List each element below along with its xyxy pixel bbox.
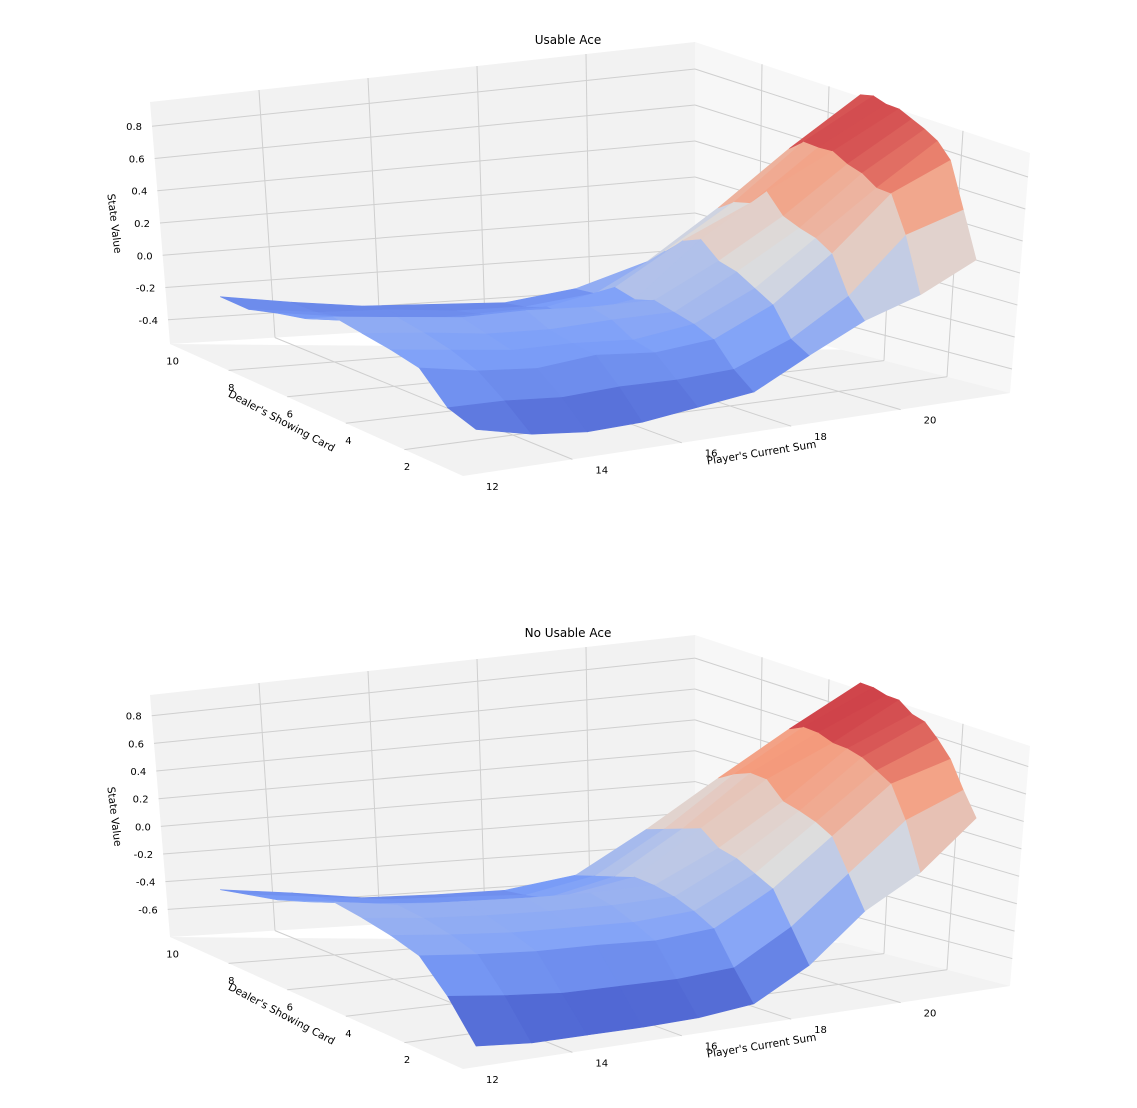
tick-labels: 12 14 16 18 20 2 4 6 8 10 -0.4 -0.2 0.0 0.2 0.4 0.6 0.8 — [126, 122, 936, 493]
z-tick-label: -0.4 — [136, 878, 156, 889]
grid-line — [476, 658, 486, 918]
grid-line — [165, 248, 696, 289]
grid-line — [157, 140, 696, 192]
x-tick-label: 16 — [705, 1042, 718, 1053]
x-tick-label: 18 — [814, 432, 827, 443]
grid-line — [151, 68, 696, 127]
y-tick-label: 4 — [345, 436, 351, 447]
grid-line — [165, 842, 696, 883]
z-tick-label: 0.0 — [137, 251, 153, 262]
x-tick-label: 20 — [924, 415, 937, 426]
grid-line — [946, 723, 964, 970]
grid-line — [163, 811, 696, 855]
y-tick-label: 6 — [287, 409, 293, 420]
x-tick-label: 20 — [924, 1008, 937, 1019]
surface-patch — [905, 789, 977, 873]
plot-title: No Usable Ace — [525, 626, 612, 640]
z-tick-label: 0.8 — [126, 712, 142, 723]
grid-line — [156, 719, 696, 772]
left-pane — [150, 635, 695, 937]
surface-plot-no-usable-ace: No Usable Ace 12 14 16 18 20 2 4 6 8 10 -0.6 -0.4 -0… — [104, 626, 1030, 1086]
z-tick-label: 0.4 — [131, 187, 147, 198]
z-tick-label: -0.6 — [138, 905, 158, 916]
plot-title: Usable Ace — [535, 33, 602, 47]
x-tick-label: 12 — [486, 1075, 499, 1086]
z-tick-label: 0.6 — [129, 154, 145, 165]
tick-labels: 12 14 16 18 20 2 4 6 8 10 -0.6 -0.4 -0.2 0.0 0.2 0.4 0.6… — [126, 712, 937, 1086]
y-tick-label: 10 — [166, 950, 179, 961]
y-tick-label: 8 — [228, 383, 234, 394]
z-tick-label: 0.4 — [130, 767, 146, 778]
grid-line — [367, 670, 381, 925]
grid-line — [158, 750, 696, 800]
surface-patch — [905, 209, 977, 296]
z-tick-label: 0.0 — [135, 822, 151, 833]
z-axis-label: State Value — [104, 786, 123, 847]
y-tick-label: 2 — [404, 462, 410, 473]
y-tick-label: 10 — [166, 357, 179, 368]
z-tick-label: -0.4 — [138, 316, 158, 327]
z-tick-label: -0.2 — [136, 284, 156, 295]
z-tick-label: 0.6 — [128, 739, 144, 750]
left-pane — [150, 42, 695, 344]
x-axis-label: Player's Current Sum — [706, 438, 817, 467]
x-tick-label: 18 — [814, 1025, 827, 1036]
grid-line — [258, 682, 276, 931]
grid-line — [153, 688, 696, 744]
x-tick-label: 14 — [595, 1058, 608, 1069]
surface-mesh — [220, 94, 977, 435]
z-tick-label: 0.2 — [134, 219, 150, 230]
y-tick-label: 2 — [404, 1055, 410, 1066]
x-tick-label: 12 — [486, 482, 499, 493]
z-tick-label: 0.2 — [133, 795, 149, 806]
y-tick-label: 8 — [228, 976, 234, 987]
grid-line — [154, 104, 696, 159]
grid-line — [160, 781, 696, 827]
x-tick-label: 16 — [705, 449, 718, 460]
x-axis-label: Player's Current Sum — [706, 1031, 817, 1060]
grid-line — [274, 337, 573, 460]
y-tick-label: 6 — [287, 1002, 293, 1013]
z-axis-label: State Value — [104, 193, 123, 254]
surface-mesh — [220, 682, 977, 1047]
z-tick-label: 0.8 — [126, 122, 142, 133]
grid-line — [151, 657, 696, 717]
y-tick-label: 4 — [345, 1029, 351, 1040]
grid-line — [159, 176, 696, 224]
grid-line — [162, 212, 696, 256]
z-tick-label: -0.2 — [134, 850, 154, 861]
x-tick-label: 14 — [595, 465, 608, 476]
surface-plot-usable-ace: Usable Ace 12 14 16 18 20 2 4 6 8 10 -0.4 -0.2 0.0 0.… — [104, 33, 1030, 493]
